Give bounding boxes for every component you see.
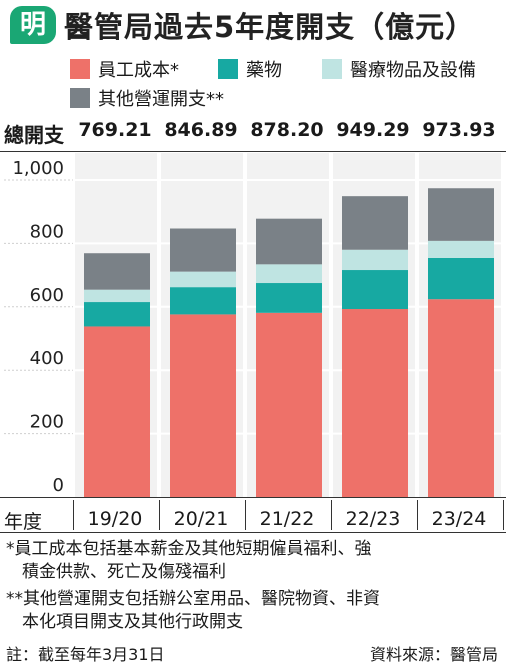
legend-label: 其他營運開支**: [98, 89, 224, 110]
x-axis-separator: [503, 500, 504, 530]
x-axis-separator: [73, 500, 74, 530]
legend-item-staff: 員工成本*: [70, 56, 179, 82]
x-axis-separator: [245, 500, 246, 530]
footnote-other-expenses-cont: 本化項目開支及其他行政開支: [22, 612, 243, 632]
legend-item-other: 其他營運開支**: [70, 85, 224, 111]
y-tick-label: 200: [30, 412, 64, 433]
legend-label: 醫療物品及設備: [350, 60, 476, 81]
bar-segment: [84, 326, 150, 497]
y-tick-label: 800: [30, 221, 64, 242]
footer-note: 註：截至每年3月31日: [6, 645, 165, 664]
stacked-bar-chart: 0 200 400 600 800 1,000: [4, 153, 503, 497]
bar-segment: [428, 188, 494, 241]
total-value: 878.20: [250, 119, 324, 141]
bar-segment: [428, 299, 494, 497]
bar-segment: [84, 302, 150, 327]
publisher-logo: 明: [10, 6, 56, 44]
bar-segment: [428, 240, 494, 258]
notes-divider: [0, 532, 506, 533]
y-tick-label: 0: [53, 475, 64, 496]
totals-label: 總開支: [4, 123, 64, 147]
legend-swatch: [322, 59, 342, 79]
bar-segment: [342, 196, 408, 250]
bar-segment: [256, 312, 322, 497]
total-value: 846.89: [164, 119, 238, 141]
bar-segment: [170, 228, 236, 272]
total-value: 973.93: [422, 119, 496, 141]
x-axis-separator: [331, 500, 332, 530]
x-axis-line: [0, 497, 506, 498]
bar-segment: [256, 264, 322, 284]
total-value: 769.21: [78, 119, 152, 141]
bar-segment: [84, 289, 150, 303]
x-tick-label: 22/23: [345, 508, 401, 530]
legend-item-drugs: 藥物: [218, 56, 282, 82]
bar-segment: [342, 309, 408, 497]
bar-segment: [256, 218, 322, 265]
bar-segment: [342, 249, 408, 271]
x-tick-label: 19/20: [87, 508, 143, 530]
y-tick-label: 600: [30, 285, 64, 306]
legend-item-medical-supplies: 醫療物品及設備: [322, 56, 476, 82]
x-axis-separator: [159, 500, 160, 530]
footnote-staff-cost-cont: 積金供款、死亡及傷殘福利: [22, 562, 226, 582]
total-value: 949.29: [336, 119, 410, 141]
bar-segment: [256, 283, 322, 313]
legend-swatch: [218, 59, 238, 79]
y-tick-label: 1,000: [12, 158, 64, 179]
legend-label: 藥物: [246, 60, 282, 81]
x-tick-label: 20/21: [173, 508, 229, 530]
y-tick-label: 400: [30, 348, 64, 369]
x-tick-label: 21/22: [259, 508, 315, 530]
bar-segment: [170, 314, 236, 497]
x-axis-separator: [417, 500, 418, 530]
footnote-staff-cost: *員工成本包括基本薪金及其他短期僱員福利、強: [6, 539, 372, 559]
bar-segment: [342, 270, 408, 310]
bar-segment: [170, 271, 236, 288]
legend-swatch: [70, 59, 90, 79]
chart-title: 醫管局過去5年度開支（億元）: [64, 10, 476, 44]
bar-segment: [428, 257, 494, 300]
x-axis-title: 年度: [4, 511, 43, 533]
bar-segment: [170, 287, 236, 315]
legend-swatch: [70, 88, 90, 108]
x-tick-label: 23/24: [431, 508, 487, 530]
source-credit: 資料來源：醫管局: [369, 645, 498, 664]
legend-label: 員工成本*: [98, 60, 179, 81]
totals-divider: [0, 151, 506, 152]
bar-segment: [84, 253, 150, 290]
footnote-other-expenses: **其他營運開支包括辦公室用品、醫院物資、非資: [6, 589, 380, 609]
